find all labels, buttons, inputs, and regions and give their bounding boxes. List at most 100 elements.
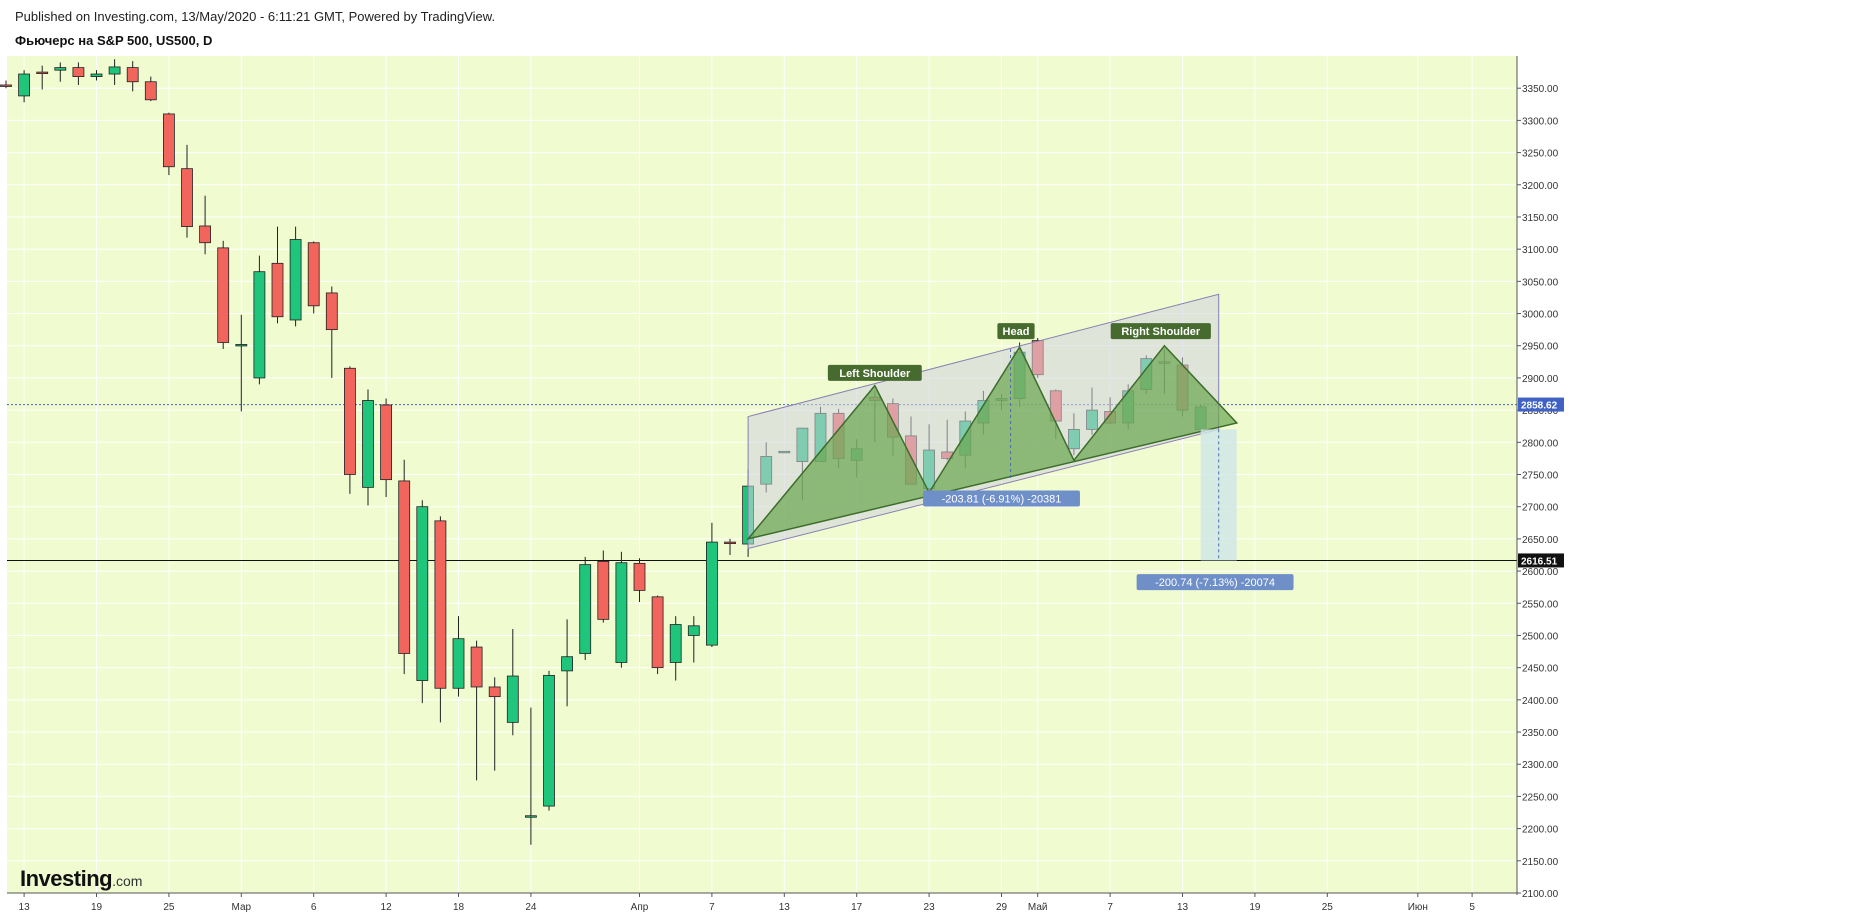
- time-tick-label: 19: [1249, 902, 1261, 913]
- price-tick-label: 2650.00: [1522, 535, 1559, 546]
- candle: [126, 61, 139, 92]
- candle-body: [434, 520, 447, 689]
- candle-body: [144, 81, 157, 101]
- left-shoulder-label-text: Left Shoulder: [839, 368, 911, 380]
- candle-body: [452, 638, 465, 689]
- time-tick-label: 19: [91, 902, 103, 913]
- price-tick-label: 2850.00: [1522, 406, 1559, 417]
- candle: [398, 459, 411, 675]
- investing-logo: Investing.com: [20, 866, 142, 892]
- candle-body: [271, 262, 284, 318]
- time-tick-label: 23: [924, 902, 936, 913]
- candle: [54, 62, 67, 82]
- price-tick-label: 3250.00: [1522, 149, 1559, 160]
- price-tick-label: 3000.00: [1522, 310, 1559, 321]
- candle-body: [325, 292, 338, 331]
- candlestick-chart[interactable]: Left Shoulder Head Right Shoulder -203.81 (…: [0, 56, 1853, 924]
- price-tick-label: 2400.00: [1522, 696, 1559, 707]
- candle: [325, 286, 338, 378]
- candle: [181, 144, 193, 238]
- candle: [434, 516, 447, 723]
- time-tick-label: 25: [163, 902, 175, 913]
- candle-body: [706, 541, 718, 646]
- candle: [235, 314, 248, 412]
- time-tick-label: 12: [381, 902, 393, 913]
- candle-body: [506, 675, 519, 723]
- price-tick-label: 2550.00: [1522, 599, 1559, 610]
- candle: [669, 616, 682, 681]
- candle: [561, 619, 573, 707]
- price-tick-label: 2600.00: [1522, 567, 1559, 578]
- candle-body: [579, 564, 592, 654]
- price-tick-label: 3300.00: [1522, 116, 1559, 127]
- candle: [687, 616, 700, 663]
- candle: [36, 65, 49, 90]
- candle-body: [633, 562, 646, 591]
- candle: [72, 62, 85, 85]
- time-tick-label: Мар: [232, 902, 252, 913]
- candle-body: [543, 674, 555, 807]
- candle-body: [669, 624, 682, 663]
- price-axis[interactable]: 3350.00 3300.00 3250.00 3200.00 3150.00 3100.…: [1516, 56, 1564, 900]
- support-price-badge: 2616.51: [1518, 553, 1564, 568]
- candle-body: [162, 113, 175, 168]
- price-tick-label: 2300.00: [1522, 760, 1559, 771]
- candle-body: [307, 242, 320, 307]
- price-tick-label: 2350.00: [1522, 728, 1559, 739]
- candle-body: [18, 73, 31, 97]
- candle: [633, 558, 646, 602]
- time-tick-label: 25: [1322, 902, 1334, 913]
- time-tick-label: 29: [996, 902, 1008, 913]
- price-tick-label: 3350.00: [1522, 84, 1559, 95]
- candle-body: [126, 67, 139, 83]
- symbol-title: Фьючерс на S&P 500, US500, D: [15, 33, 213, 48]
- price-tick-label: 3050.00: [1522, 277, 1559, 288]
- candle-body: [615, 562, 628, 663]
- candle-body: [597, 561, 610, 620]
- price-tick-label: 2800.00: [1522, 438, 1559, 449]
- time-tick-label: 24: [525, 902, 537, 913]
- time-tick-label: 13: [19, 902, 31, 913]
- head-and-shoulders: [746, 344, 1239, 541]
- price-tick-label: 2100.00: [1522, 889, 1559, 900]
- candle-body: [561, 656, 573, 672]
- time-tick-label: 7: [709, 902, 715, 913]
- candle: [289, 226, 302, 327]
- time-axis[interactable]: 13 19 25 Мар 6 12 18 24 Апр 7 13 17 23 29 Май 7 13 19 25 Ию…: [7, 892, 1517, 913]
- candle: [470, 640, 483, 781]
- price-tick-label: 2750.00: [1522, 471, 1559, 482]
- candle: [525, 707, 537, 845]
- current-price-badge-bg: [1518, 397, 1564, 412]
- pattern-drawings: Left Shoulder Head Right Shoulder -203.81 (…: [746, 293, 1294, 591]
- time-tick-label: 6: [311, 902, 317, 913]
- time-tick-label: Апр: [631, 902, 649, 913]
- measure-label-2-bg: [1136, 574, 1294, 591]
- candle-body: [380, 404, 393, 481]
- candle-body: [289, 239, 302, 321]
- candle: [271, 226, 284, 324]
- time-tick-label: Июн: [1408, 902, 1428, 913]
- candle-body: [362, 400, 374, 488]
- candle-body: [181, 168, 193, 228]
- candle: [18, 70, 31, 103]
- candle-body: [687, 625, 700, 636]
- candle-body: [416, 506, 429, 681]
- support-price-badge-text: 2616.51: [1521, 556, 1558, 567]
- price-tick-label: 3200.00: [1522, 181, 1559, 192]
- time-tick-label: Май: [1028, 902, 1048, 913]
- candle: [144, 76, 157, 102]
- time-tick-label: 18: [453, 902, 465, 913]
- candle-body: [343, 367, 356, 475]
- published-info: Published on Investing.com, 13/May/2020 …: [15, 9, 496, 24]
- time-tick-label: 7: [1107, 902, 1113, 913]
- right-shoulder-label-bg: [1110, 323, 1211, 340]
- measure-label-2: -200.74 (-7.13%) -20074: [1136, 574, 1294, 591]
- time-tick-label: 5: [1469, 902, 1475, 913]
- candle-body: [108, 66, 121, 75]
- candle-body: [651, 596, 664, 669]
- price-tick-label: 2150.00: [1522, 857, 1559, 868]
- head-label-bg: [997, 323, 1035, 340]
- price-tick-label: 2950.00: [1522, 342, 1559, 353]
- left-shoulder-label: Left Shoulder: [827, 364, 922, 381]
- candle: [488, 677, 501, 771]
